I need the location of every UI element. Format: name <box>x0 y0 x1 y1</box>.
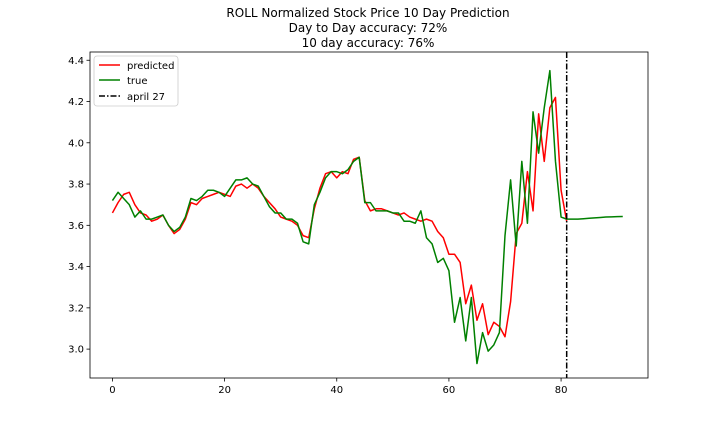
plot-frame <box>89 51 649 379</box>
y-tick-label: 3.2 <box>68 303 84 314</box>
y-tick-label: 4.2 <box>68 97 84 108</box>
plot-area <box>90 52 648 378</box>
x-tick-label: 80 <box>555 385 568 396</box>
legend-true-label: true <box>127 76 148 87</box>
chart-titles: ROLL Normalized Stock Price 10 Day Predi… <box>226 6 509 50</box>
x-tick-label: 0 <box>109 385 115 396</box>
legend-predicted-label: predicted <box>127 61 174 72</box>
y-axis: 3.0 3.2 3.4 3.6 3.8 4.0 4.2 4.4 <box>68 56 90 356</box>
chart-subtitle-day-accuracy: Day to Day accuracy: 72% <box>289 21 448 35</box>
y-tick-label: 4.4 <box>68 56 84 67</box>
x-axis: 0 20 40 60 80 <box>109 378 567 396</box>
x-tick-label: 40 <box>330 385 343 396</box>
legend: predicted true april 27 <box>93 55 179 107</box>
y-tick-label: 3.0 <box>68 345 84 356</box>
plot-background <box>90 52 648 378</box>
series-layer <box>111 69 623 365</box>
chart-title: ROLL Normalized Stock Price 10 Day Predi… <box>226 6 509 20</box>
y-tick-label: 4.0 <box>68 138 84 149</box>
y-tick-label: 3.8 <box>68 180 84 191</box>
legend-april27-label: april 27 <box>127 92 165 103</box>
series-line-true <box>111 69 623 365</box>
x-tick-label: 20 <box>218 385 231 396</box>
y-tick-label: 3.6 <box>68 221 84 232</box>
series-line-predicted <box>111 96 568 338</box>
y-tick-label: 3.4 <box>68 262 84 273</box>
legend-box <box>93 55 179 107</box>
x-tick-label: 60 <box>443 385 456 396</box>
chart-subtitle-10day-accuracy: 10 day accuracy: 76% <box>302 36 435 50</box>
